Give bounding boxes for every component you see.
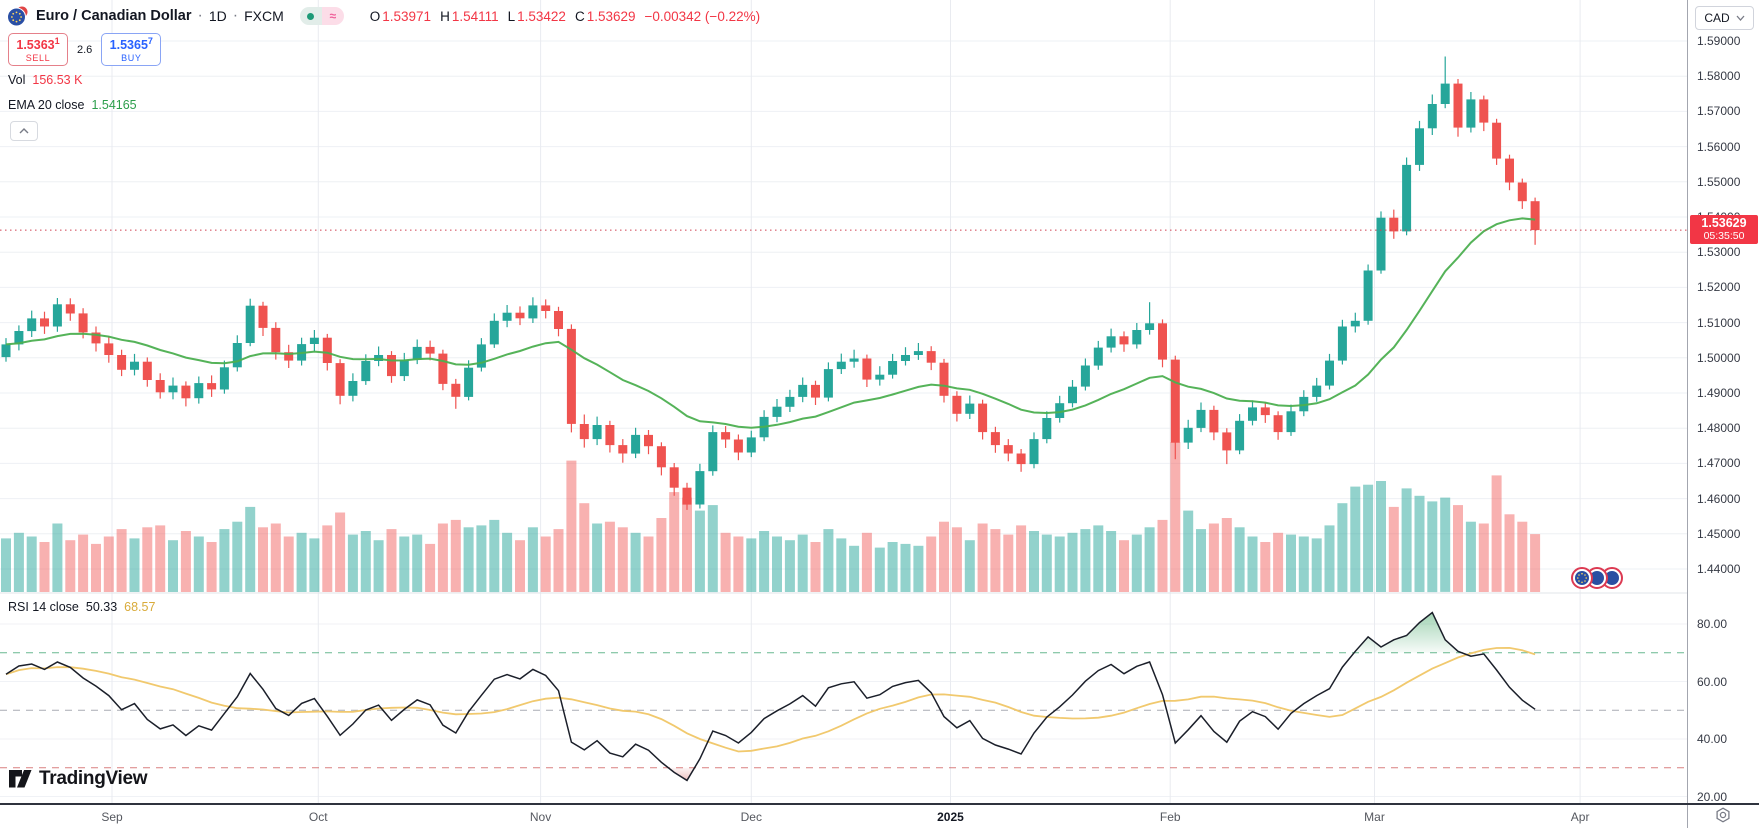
time-tick: Feb <box>1159 810 1181 824</box>
low-value: 1.53422 <box>517 8 566 24</box>
price-tick: 1.58000 <box>1697 69 1741 84</box>
ema-legend[interactable]: EMA 20 close 1.54165 <box>8 98 137 112</box>
market-open-dot-icon <box>299 7 322 25</box>
rsi-tick: 40.00 <box>1697 732 1728 746</box>
rsi-value: 50.33 <box>85 600 118 614</box>
delayed-data-icon: ≈ <box>321 7 344 25</box>
ema-label: EMA 20 close <box>8 98 85 112</box>
price-tick: 1.49000 <box>1697 386 1741 400</box>
time-tick: Nov <box>529 810 552 824</box>
chevron-up-icon <box>19 128 29 134</box>
time-axis[interactable]: Sep Oct Nov Dec 2025 Feb Mar Apr <box>0 805 1687 828</box>
eurcad-pair-logo-icon <box>7 6 28 27</box>
time-tick: Oct <box>308 810 328 824</box>
low-label: L <box>507 8 516 24</box>
eu-flag-event-icon <box>1601 567 1623 589</box>
rsi-ma-line <box>5 646 1536 753</box>
buy-button[interactable]: 1.53657 BUY <box>101 33 162 66</box>
sell-button-label: SELL <box>25 53 51 64</box>
tradingview-wordmark: TradingView <box>39 768 148 789</box>
rsi-legend[interactable]: RSI 14 close 50.33 68.57 <box>8 600 155 614</box>
chart-header: Euro / Canadian Dollar · 1D · FXCM ≈ O 1.… <box>7 5 760 27</box>
time-tick: 2025 <box>937 810 964 824</box>
month-gridlines <box>111 0 1581 803</box>
change-value: −0.00342 (−0.22%) <box>644 8 761 24</box>
high-value: 1.54111 <box>451 8 499 24</box>
currency-selector[interactable]: CAD <box>1695 6 1754 30</box>
collapse-indicators-button[interactable] <box>10 121 38 141</box>
economic-event-icons[interactable] <box>1571 565 1627 596</box>
eu-flag-event-icon <box>1571 567 1593 589</box>
price-tick: 1.45000 <box>1697 526 1741 541</box>
symbol-title[interactable]: Euro / Canadian Dollar <box>36 8 192 24</box>
time-tick: Sep <box>101 810 123 824</box>
ema-value: 1.54165 <box>91 98 137 112</box>
last-price-tag: 1.53629 05:35:50 <box>1690 215 1758 245</box>
spread-value: 2.6 <box>77 43 93 56</box>
close-value: 1.53629 <box>586 8 636 24</box>
ema-line <box>5 217 1536 429</box>
rsi-tick: 80.00 <box>1697 617 1728 631</box>
price-tick: 1.47000 <box>1697 456 1741 471</box>
price-tick: 1.52000 <box>1697 280 1741 295</box>
open-label: O <box>369 8 381 24</box>
volume-value: 156.53 K <box>32 73 83 87</box>
buy-button-label: BUY <box>121 53 142 64</box>
candles <box>1 56 1540 510</box>
price-tick: 1.57000 <box>1697 104 1741 119</box>
time-tick: Mar <box>1364 810 1385 824</box>
last-price-value: 1.53629 <box>1701 216 1747 231</box>
time-tick: Apr <box>1570 810 1590 824</box>
close-label: C <box>574 8 585 24</box>
volume-label: Vol <box>8 73 26 87</box>
price-tick: 1.50000 <box>1697 350 1741 365</box>
price-tick: 1.59000 <box>1697 34 1741 48</box>
rsi-gridlines <box>0 623 1687 797</box>
ohlc-readout: O 1.53971 H 1.54111 L 1.53422 C 1.53629 −0.0… <box>370 9 760 24</box>
price-tick: 1.48000 <box>1697 421 1741 436</box>
price-tick: 1.53000 <box>1697 245 1741 260</box>
price-tick: 1.51000 <box>1697 315 1741 330</box>
volume-legend[interactable]: Vol 156.53 K <box>8 73 82 87</box>
exchange-label[interactable]: FXCM <box>244 8 284 24</box>
chart-canvas[interactable] <box>0 0 1687 803</box>
rsi-band-fill <box>1354 612 1462 653</box>
rsi-band-lines <box>0 652 1687 769</box>
high-label: H <box>440 8 450 24</box>
chevron-down-icon <box>1736 15 1745 21</box>
market-status-pill[interactable]: ≈ <box>299 7 344 25</box>
tradingview-logo[interactable]: TradingView <box>8 768 148 790</box>
price-tick: 1.55000 <box>1697 174 1741 189</box>
volume-bars <box>1 442 1541 593</box>
currency-label: CAD <box>1704 11 1730 25</box>
price-tick: 1.56000 <box>1697 139 1741 154</box>
price-tick: 1.44000 <box>1697 562 1741 576</box>
rsi-ma-value: 68.57 <box>124 600 156 614</box>
open-value: 1.53971 <box>382 8 432 24</box>
tradingview-mark-icon <box>9 770 32 788</box>
title-separator: · <box>232 7 239 24</box>
rsi-tick: 20.00 <box>1697 789 1728 804</box>
rsi-line <box>5 611 1536 782</box>
title-separator: · <box>197 7 203 24</box>
axis-settings-gear-icon[interactable] <box>1714 806 1732 828</box>
price-tick: 1.46000 <box>1697 491 1741 506</box>
timeframe-label[interactable]: 1D <box>208 8 227 24</box>
time-axis-border <box>0 803 1759 805</box>
sell-button[interactable]: 1.53631 SELL <box>8 33 68 66</box>
price-axis[interactable]: CAD 1.53629 05:35:50 1.59000 1.58000 1.570… <box>1687 0 1759 828</box>
rsi-label: RSI 14 close <box>8 600 79 614</box>
bar-countdown: 05:35:50 <box>1703 230 1745 243</box>
trade-buttons: 1.53631 SELL 2.6 1.53657 BUY <box>8 33 162 66</box>
rsi-tick: 60.00 <box>1697 674 1728 689</box>
time-tick: Dec <box>740 810 762 824</box>
